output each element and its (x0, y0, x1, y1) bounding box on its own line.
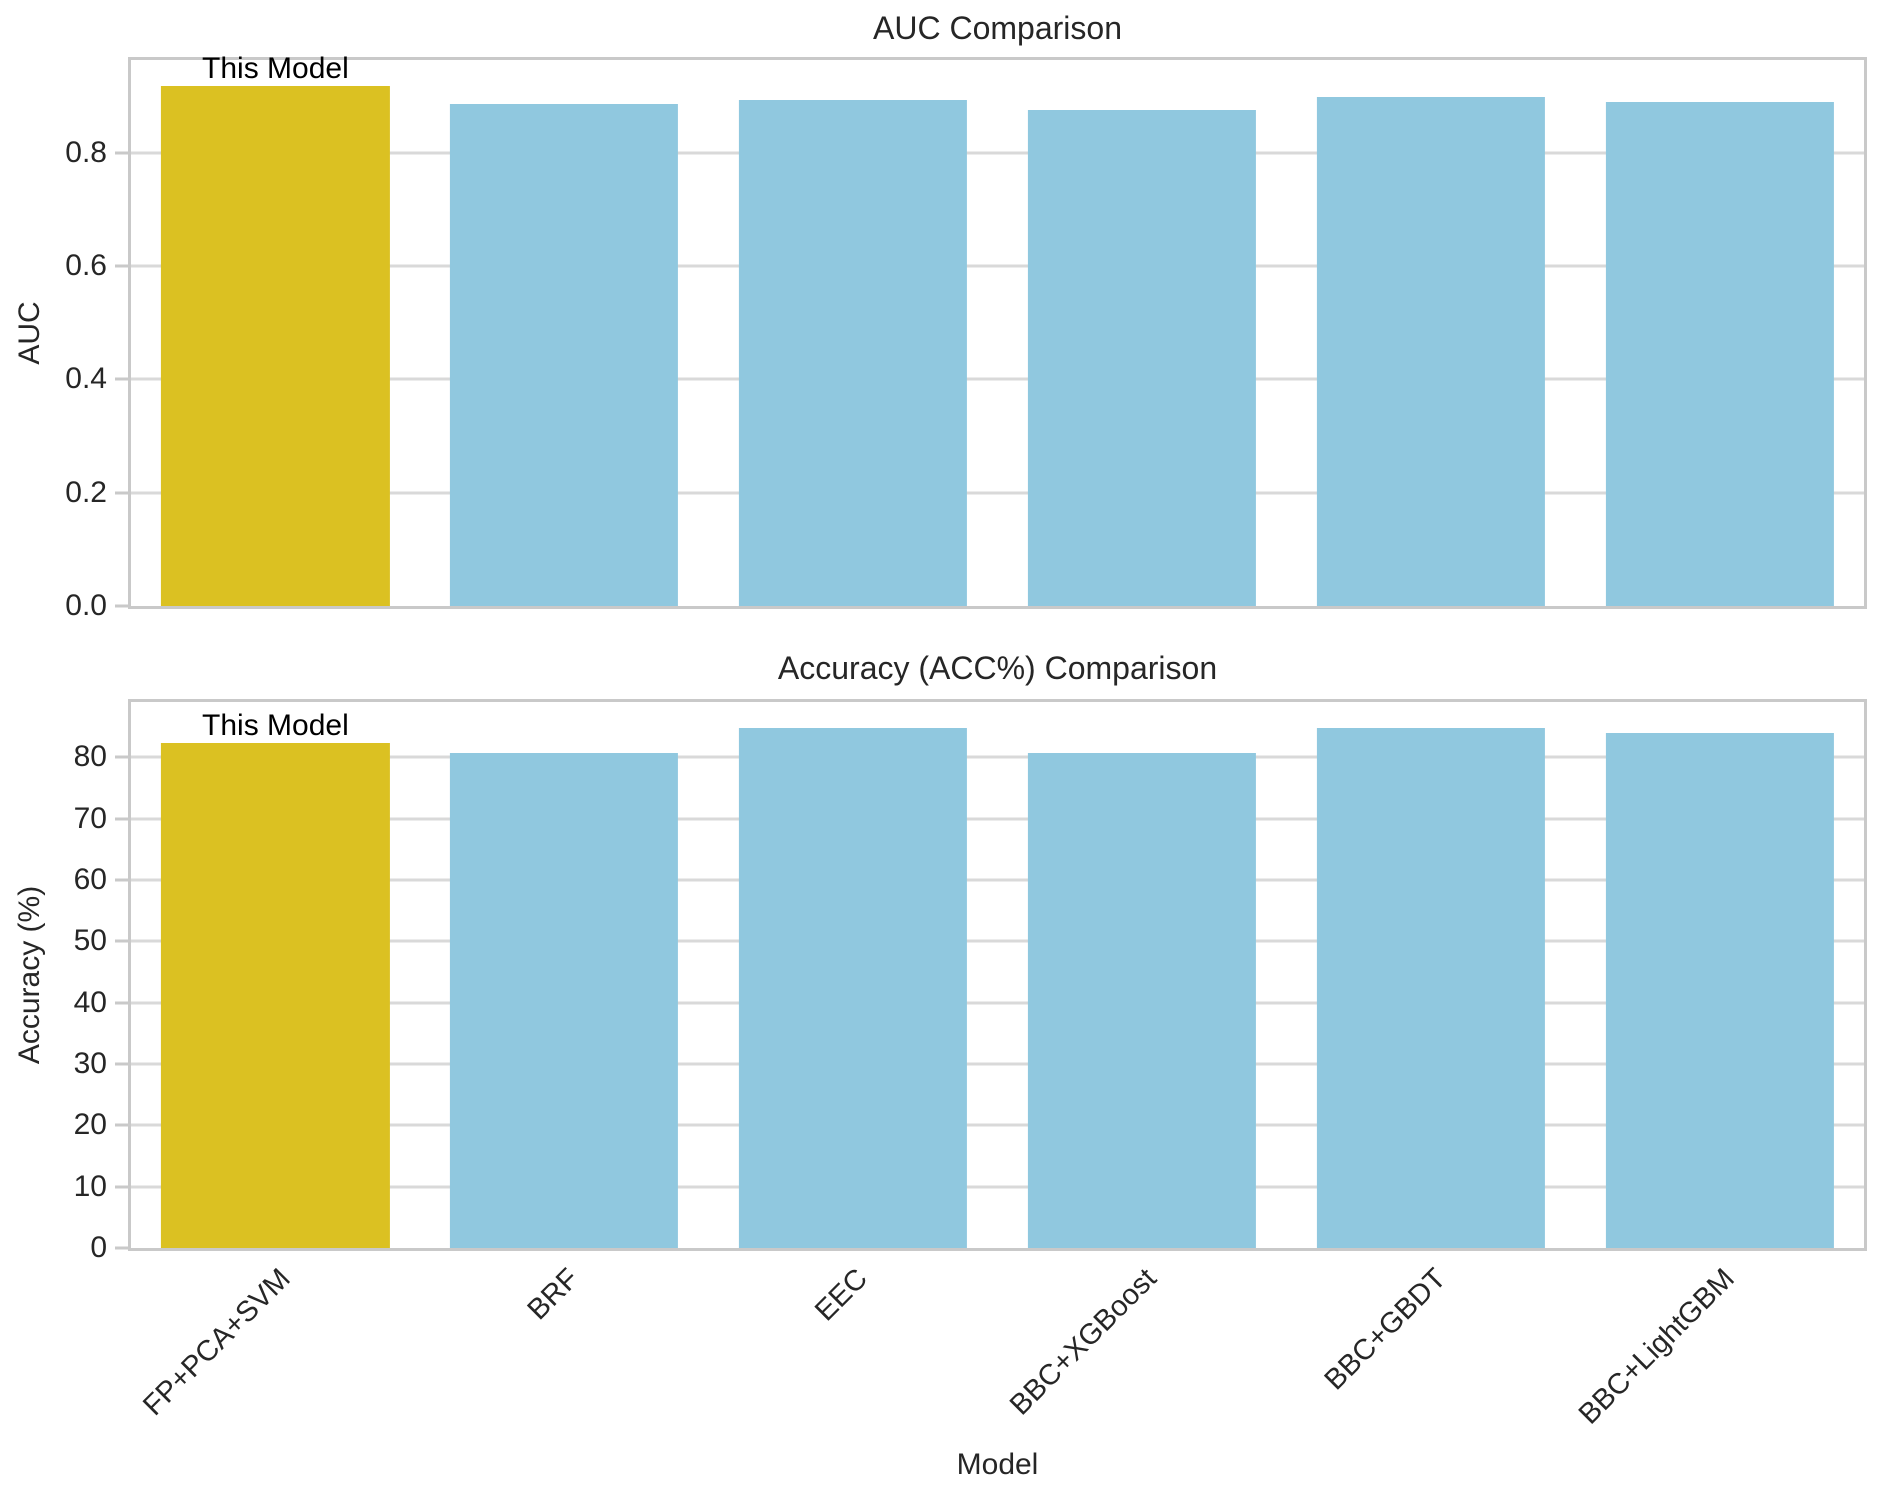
y-tick-label: 40 (73, 985, 107, 1019)
bar-bbc-lightgbm (1605, 732, 1834, 1248)
x-tick-label-fp-pca-svm: FP+PCA+SVM (137, 1262, 297, 1422)
y-tick-label: 30 (73, 1046, 107, 1080)
y-tick-label: 0.8 (65, 135, 107, 169)
y-tick-label: 70 (73, 801, 107, 835)
y-tick-mark (115, 377, 128, 381)
y-tick-mark (115, 1001, 128, 1005)
x-tick-label-brf: BRF (521, 1262, 586, 1327)
auc-chart-title: AUC Comparison (873, 10, 1122, 46)
accuracy-chart-title: Accuracy (ACC%) Comparison (777, 650, 1218, 686)
gridline (131, 1001, 1864, 1005)
gridline (131, 1185, 1864, 1189)
bar-eec (738, 727, 968, 1248)
auc-plot-area: 0.0 0.2 0.4 0.6 0.8 This Model (65, 53, 1867, 621)
accuracy-plot-area: 0 10 20 30 40 50 60 70 80 This Model FP+PCA+SVM BRF… (74, 699, 1867, 1431)
bar-bbc-gbdt (1316, 97, 1545, 606)
bar-brf (450, 103, 679, 606)
gridline (131, 1123, 1864, 1127)
x-tick-label-bbc-lightgbm: BBC+LightGBM (1572, 1262, 1741, 1431)
this-model-annotation: This Model (202, 708, 349, 742)
bar-slot-eec (709, 702, 998, 1248)
gridline (131, 878, 1864, 882)
bar-fp-pca-svm (161, 86, 390, 606)
y-tick-mark (115, 1185, 128, 1189)
bar-bbc-lightgbm (1605, 101, 1834, 606)
y-tick-mark (115, 939, 128, 943)
x-tick-label-bbc-xgboost: BBC+XGBoost (1004, 1262, 1164, 1422)
bar-slot-brf (420, 60, 709, 606)
bar-slot-fp-pca-svm: This Model (131, 53, 420, 606)
y-tick-mark (115, 604, 128, 608)
gridline (131, 491, 1864, 495)
bar-slot-bbc-xgboost (997, 60, 1286, 606)
y-tick-label: 0 (90, 1231, 107, 1264)
y-tick-mark (115, 1123, 128, 1127)
y-tick-label: 80 (73, 740, 107, 774)
gridline (131, 817, 1864, 821)
y-tick-mark (115, 151, 128, 155)
y-tick-label: 20 (73, 1108, 107, 1142)
x-tick-label-bbc-gbdt: BBC+GBDT (1318, 1262, 1452, 1397)
bar-slot-bbc-lightgbm (1575, 702, 1864, 1248)
y-tick-label: 0.4 (65, 362, 107, 396)
bar-bbc-gbdt (1316, 727, 1545, 1248)
this-model-annotation: This Model (202, 51, 349, 85)
bars-container: This Model (131, 53, 1864, 606)
y-tick-mark (115, 1246, 128, 1250)
bar-slot-eec (709, 60, 998, 606)
auc-y-axis-label: AUC (13, 301, 46, 365)
bar-slot-bbc-gbdt (1286, 702, 1575, 1248)
bar-bbc-xgboost (1027, 752, 1256, 1248)
bar-eec (738, 99, 968, 606)
bar-fp-pca-svm (161, 743, 390, 1248)
gridline (131, 755, 1864, 759)
y-tick-mark (115, 264, 128, 268)
gridline (131, 151, 1864, 155)
y-tick-label: 50 (73, 924, 107, 958)
y-tick-label: 0.6 (65, 249, 107, 283)
bar-slot-bbc-xgboost (997, 702, 1286, 1248)
y-tick-mark (115, 491, 128, 495)
bar-slot-bbc-lightgbm (1575, 60, 1864, 606)
bar-brf (450, 752, 679, 1248)
bar-bbc-xgboost (1027, 109, 1256, 606)
bar-slot-fp-pca-svm: This Model (131, 702, 420, 1248)
y-tick-label: 10 (73, 1169, 107, 1203)
gridline (131, 939, 1864, 943)
y-tick-label: 60 (73, 862, 107, 896)
x-tick-label-eec: EEC (809, 1262, 875, 1328)
y-tick-mark (115, 1062, 128, 1066)
accuracy-y-axis-label: Accuracy (%) (13, 885, 46, 1065)
gridline (131, 1062, 1864, 1066)
gridline (131, 264, 1864, 268)
bar-slot-brf (420, 702, 709, 1248)
bars-container: This Model (131, 702, 1864, 1248)
x-axis-label: Model (956, 1448, 1039, 1481)
y-tick-mark (115, 878, 128, 882)
y-tick-mark (115, 755, 128, 759)
y-tick-mark (115, 817, 128, 821)
y-tick-label: 0.2 (65, 475, 107, 509)
bar-slot-bbc-gbdt (1286, 60, 1575, 606)
y-tick-label: 0.0 (65, 589, 107, 622)
gridline (131, 377, 1864, 381)
